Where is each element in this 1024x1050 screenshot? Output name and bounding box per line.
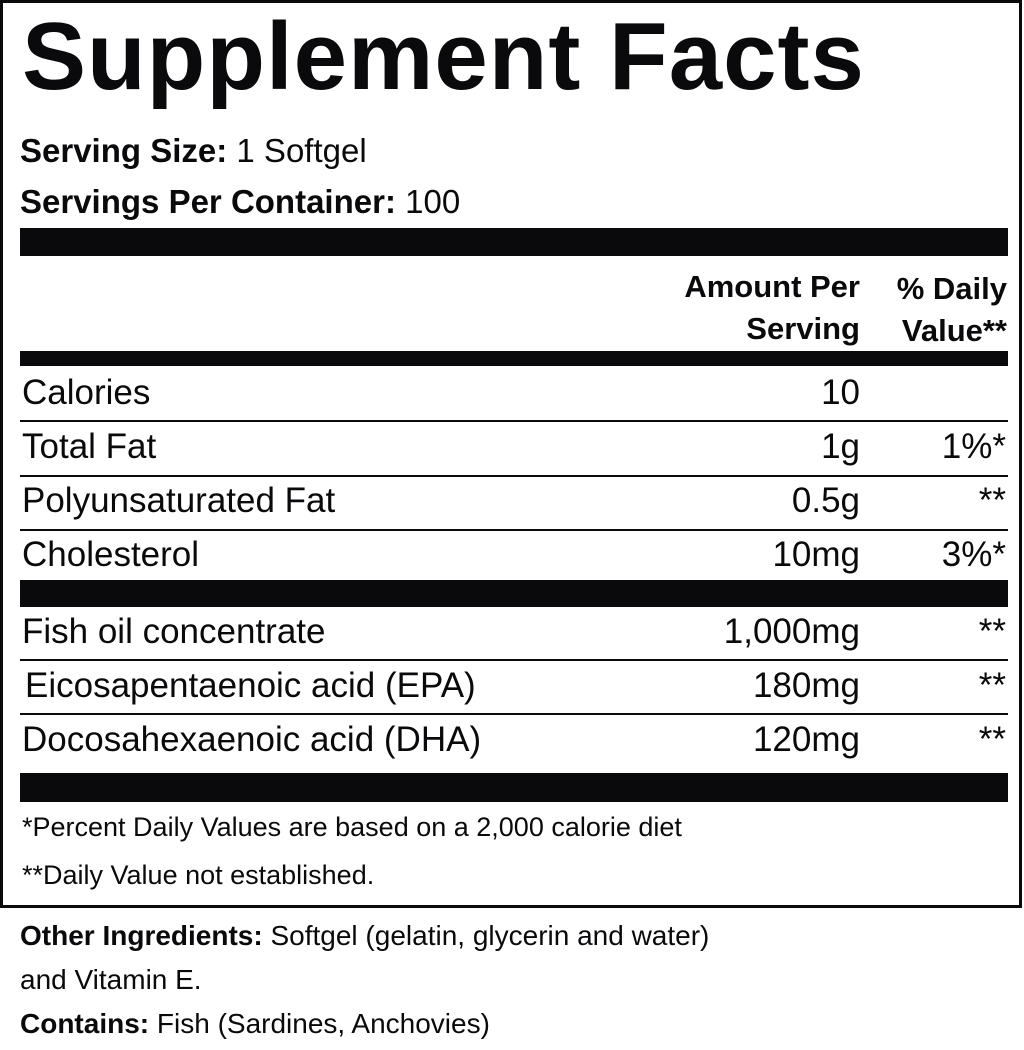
footnote-daily-values: *Percent Daily Values are based on a 2,0… <box>22 812 682 842</box>
nutrient-dv: 3%* <box>941 535 1006 574</box>
ingredient-name: Eicosapentaenoic acid (EPA) <box>25 666 476 705</box>
row-divider <box>20 713 1008 715</box>
footnote-not-established: **Daily Value not established. <box>22 860 375 890</box>
dv-header-line2: Value** <box>901 313 1007 348</box>
dv-header-line1: % Daily <box>896 271 1007 306</box>
ingredient-dv: ** <box>978 612 1006 651</box>
ingredient-name: Fish oil concentrate <box>22 612 326 651</box>
other-ingredients-value: Softgel (gelatin, glycerin and water) <box>270 920 710 951</box>
amount-header-line2: Serving <box>746 311 860 346</box>
medium-divider <box>20 351 1008 366</box>
row-divider <box>20 420 1008 422</box>
ingredient-dv: ** <box>978 720 1006 759</box>
nutrient-dv: ** <box>978 481 1006 520</box>
nutrient-amount: 0.5g <box>791 481 860 520</box>
nutrient-amount: 10 <box>821 373 860 412</box>
contains-label: Contains: <box>20 1008 150 1039</box>
ingredient-name: Docosahexaenoic acid (DHA) <box>22 720 482 759</box>
amount-per-serving-header: Amount Per Serving <box>684 266 860 350</box>
thick-divider <box>20 773 1008 802</box>
servings-per-container: Servings Per Container: 100 <box>20 182 460 222</box>
ingredient-row: Fish oil concentrate 1,000mg ** <box>20 612 1008 652</box>
thick-divider <box>20 580 1008 607</box>
serving-size-label: Serving Size: <box>20 132 228 169</box>
thick-divider <box>20 228 1008 256</box>
nutrient-name: Calories <box>22 373 151 412</box>
contains: Contains: Fish (Sardines, Anchovies) <box>20 1006 490 1042</box>
nutrient-row: Polyunsaturated Fat 0.5g ** <box>20 481 1008 521</box>
nutrient-name: Polyunsaturated Fat <box>22 481 336 520</box>
daily-value-header: % Daily Value** <box>897 268 1007 352</box>
ingredient-amount: 120mg <box>752 720 860 759</box>
other-ingredients-label: Other Ingredients: <box>20 920 263 951</box>
ingredient-amount: 1,000mg <box>723 612 860 651</box>
nutrient-row: Calories 10 <box>20 373 1008 413</box>
ingredient-dv: ** <box>978 666 1006 705</box>
other-ingredients: Other Ingredients: Softgel (gelatin, gly… <box>20 918 709 954</box>
nutrient-name: Total Fat <box>22 427 157 466</box>
nutrient-name: Cholesterol <box>22 535 200 574</box>
nutrient-row: Total Fat 1g 1%* <box>20 427 1008 467</box>
row-divider <box>20 529 1008 531</box>
ingredient-amount: 180mg <box>752 666 860 705</box>
contains-value: Fish (Sardines, Anchovies) <box>156 1008 490 1039</box>
panel-title: Supplement Facts <box>22 3 865 110</box>
ingredient-row: Eicosapentaenoic acid (EPA) 180mg ** <box>20 666 1008 706</box>
nutrient-amount: 10mg <box>772 535 860 574</box>
ingredient-row: Docosahexaenoic acid (DHA) 120mg ** <box>20 720 1008 760</box>
servings-per-container-label: Servings Per Container: <box>20 183 396 220</box>
servings-per-container-value: 100 <box>405 183 461 220</box>
amount-header-line1: Amount Per <box>684 269 860 304</box>
serving-size: Serving Size: 1 Softgel <box>20 131 367 171</box>
supplement-facts-panel <box>0 0 1022 908</box>
other-ingredients-line2: and Vitamin E. <box>20 964 202 995</box>
row-divider <box>20 475 1008 477</box>
serving-size-value: 1 Softgel <box>236 132 367 169</box>
nutrient-amount: 1g <box>821 427 860 466</box>
row-divider <box>20 659 1008 661</box>
nutrient-row: Cholesterol 10mg 3%* <box>20 535 1008 575</box>
nutrient-dv: 1%* <box>941 427 1006 466</box>
